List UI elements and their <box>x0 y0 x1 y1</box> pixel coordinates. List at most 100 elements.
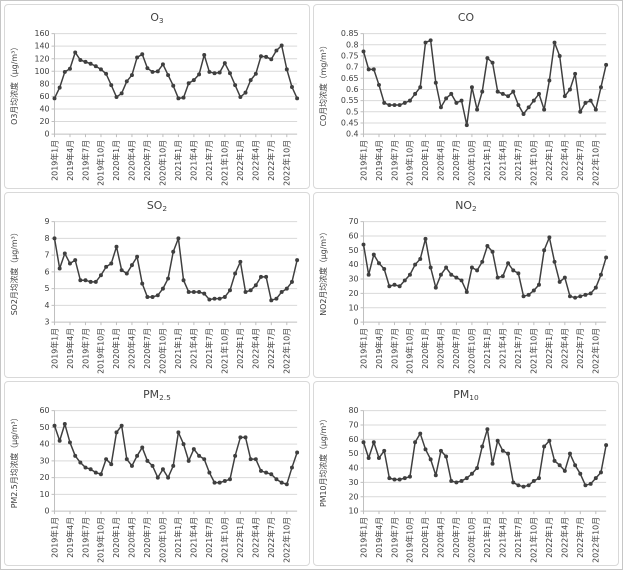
x-tick-label: 2022年10月 <box>591 517 601 563</box>
data-point <box>186 81 191 86</box>
x-tick-label: 2019年10月 <box>96 328 106 374</box>
data-point <box>495 275 500 280</box>
data-point <box>124 456 129 461</box>
data-point <box>511 89 516 94</box>
data-point <box>73 50 78 55</box>
data-point <box>526 482 531 487</box>
data-point <box>459 98 464 103</box>
data-point <box>454 275 459 280</box>
x-tick-label: 2019年4月 <box>374 140 384 181</box>
y-tick-label: 30 <box>39 456 49 465</box>
x-tick-label: 2021年4月 <box>498 140 508 181</box>
data-point <box>233 271 238 276</box>
y-tick-label: 9 <box>45 217 50 226</box>
data-point <box>212 297 217 301</box>
data-point <box>88 466 93 471</box>
data-point <box>485 244 490 249</box>
x-tick-label: 2019年10月 <box>405 328 415 374</box>
data-point <box>284 481 289 486</box>
data-point <box>181 441 186 446</box>
data-point <box>469 265 474 270</box>
data-point <box>366 67 371 72</box>
data-point <box>212 71 217 76</box>
data-point <box>258 54 263 59</box>
data-point <box>289 465 294 470</box>
data-point <box>583 293 588 298</box>
data-point <box>274 297 279 301</box>
data-line <box>53 44 298 100</box>
y-axis-title: O3月均浓度（μg/m³） <box>9 43 19 125</box>
data-point <box>464 475 469 480</box>
x-tick-label: 2020年7月 <box>142 328 152 369</box>
data-point <box>402 100 407 105</box>
data-point <box>104 265 109 270</box>
data-point <box>62 69 67 74</box>
x-tick-label: 2020年4月 <box>127 140 137 181</box>
x-tick-label: 2019年7月 <box>389 140 399 181</box>
data-point <box>469 85 474 90</box>
y-tick-label: 60 <box>348 435 358 444</box>
y-tick-label: 10 <box>348 506 358 515</box>
x-tick-label: 2021年10月 <box>220 328 230 374</box>
data-point <box>454 100 459 105</box>
data-point <box>217 480 222 485</box>
x-tick-label: 2021年1月 <box>482 517 492 558</box>
y-axis-title: CO月均浓度（mg/m³） <box>318 41 328 126</box>
data-point <box>52 96 57 101</box>
data-point <box>402 475 407 480</box>
x-tick-label: 2022年4月 <box>560 517 570 558</box>
data-point <box>490 60 495 65</box>
y-tick-label: 5 <box>45 285 50 294</box>
data-point <box>392 283 397 288</box>
y-tick-label: 7 <box>45 251 50 260</box>
data-point <box>62 251 67 256</box>
data-point <box>269 471 274 476</box>
y-tick-label: 60 <box>348 232 358 241</box>
data-point <box>83 278 88 283</box>
data-point <box>295 96 300 101</box>
y-axis-title: PM10月均浓度（μg/m³） <box>318 414 328 506</box>
data-point <box>124 79 129 84</box>
x-tick-label: 2019年7月 <box>80 328 90 369</box>
data-point <box>567 451 572 456</box>
x-tick-label: 2022年4月 <box>560 140 570 181</box>
x-tick-label: 2019年10月 <box>405 140 415 186</box>
x-tick-label: 2019年7月 <box>389 517 399 558</box>
data-point <box>243 435 248 440</box>
data-point <box>233 83 238 88</box>
data-point <box>578 294 583 299</box>
data-point <box>217 70 222 75</box>
y-tick-label: 20 <box>348 289 358 298</box>
data-point <box>217 297 222 301</box>
data-point <box>521 112 526 116</box>
chart-title: PM2.5 <box>143 387 171 401</box>
x-tick-label: 2021年7月 <box>204 328 214 369</box>
y-tick-label: 40 <box>39 439 49 448</box>
data-point <box>222 295 227 300</box>
data-point <box>52 423 57 428</box>
x-tick-label: 2022年10月 <box>591 328 601 374</box>
data-point <box>562 94 567 99</box>
data-point <box>114 95 119 100</box>
data-point <box>413 91 418 96</box>
y-tick-label: 0.7 <box>346 63 359 72</box>
data-point <box>475 465 480 470</box>
y-tick-label: 40 <box>348 463 358 472</box>
x-tick-label: 2020年1月 <box>111 140 121 181</box>
chart-panel-o3: 0 20 40 60 80 100 120 140 160 2019年1月 2019年4月 2019年… <box>4 4 310 190</box>
data-point <box>438 273 443 278</box>
data-point <box>197 453 202 458</box>
x-tick-label: 2022年10月 <box>282 328 292 374</box>
data-point <box>119 423 124 428</box>
data-point <box>428 457 433 461</box>
data-point <box>258 468 263 473</box>
chart-panel-so2: 3 4 5 6 7 8 9 2019年1月 2019年4月 2019年7月 2019年10月 2020… <box>4 192 310 378</box>
data-point <box>413 439 418 444</box>
x-tick-label: 2021年10月 <box>529 517 539 563</box>
x-tick-label: 2021年4月 <box>189 140 199 181</box>
x-tick-label: 2022年4月 <box>251 517 261 558</box>
data-point <box>552 458 557 463</box>
chart-panel-co: 0.4 0.45 0.5 0.55 0.6 0.65 0.7 0.75 0.8 0.85 2019年… <box>313 4 619 190</box>
y-tick-label: 0 <box>45 506 50 515</box>
data-point <box>67 440 72 445</box>
